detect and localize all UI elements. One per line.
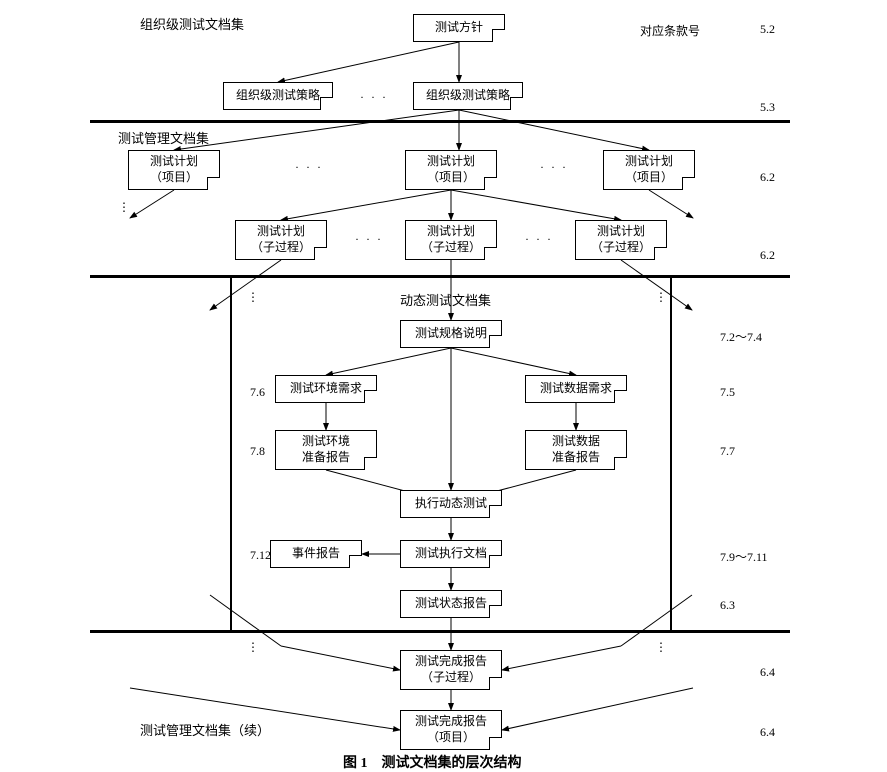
ellipsis-v-4: ⋮	[655, 640, 669, 655]
figure-caption: 图 1 测试文档集的层次结构	[343, 752, 522, 772]
fold-corner	[484, 247, 497, 260]
ellipsis-h-4: · · ·	[525, 232, 553, 247]
box-label-plan_sub_a: 测试计划 （子过程）	[251, 224, 311, 255]
clause-c78: 7.8	[250, 444, 265, 459]
clause-c72_74: 7.2～7.4	[720, 328, 762, 345]
clause-c76: 7.6	[250, 385, 265, 400]
box-spec: 测试规格说明	[400, 320, 502, 348]
box-label-data_req: 测试数据需求	[540, 381, 612, 397]
section-label-mgmt_cont: 测试管理文档集（续）	[140, 720, 270, 739]
fold-corner	[492, 29, 505, 42]
box-label-plan_sub_b: 测试计划 （子过程）	[421, 224, 481, 255]
box-plan_proj_a: 测试计划 （项目）	[128, 150, 220, 190]
fold-corner	[489, 335, 502, 348]
fold-corner	[614, 390, 627, 403]
clause-c62a: 6.2	[760, 170, 775, 185]
fold-corner	[349, 555, 362, 568]
box-plan_proj_c: 测试计划 （项目）	[603, 150, 695, 190]
box-complete_proj: 测试完成报告 （项目）	[400, 710, 502, 750]
fold-corner	[489, 737, 502, 750]
box-plan_proj_b: 测试计划 （项目）	[405, 150, 497, 190]
inner-rect-right	[670, 275, 672, 630]
clause-c77: 7.7	[720, 444, 735, 459]
fold-corner	[489, 555, 502, 568]
box-label-env_prep: 测试环境 准备报告	[302, 434, 350, 465]
section-label-dynamic: 动态测试文档集	[400, 290, 491, 309]
clause-c79_711: 7.9～7.11	[720, 548, 768, 565]
section-divider-2	[90, 630, 790, 633]
diagram-canvas: 测试方针组织级测试策略 组织级测试策略测试计划 （项目） 测试计划 （项目） 测试计划…	[0, 0, 887, 770]
clause-c64a: 6.4	[760, 665, 775, 680]
box-label-incident: 事件报告	[292, 546, 340, 562]
fold-corner	[614, 457, 627, 470]
section-divider-1	[90, 275, 790, 278]
ellipsis-h-1: · · ·	[295, 160, 323, 175]
clause-c62b: 6.2	[760, 248, 775, 263]
box-label-plan_proj_c: 测试计划 （项目）	[625, 154, 673, 185]
ellipsis-v-1: ⋮	[247, 290, 261, 305]
box-status: 测试状态报告	[400, 590, 502, 618]
fold-corner	[364, 390, 377, 403]
fold-corner	[320, 97, 333, 110]
fold-corner	[489, 677, 502, 690]
clause-c52: 5.2	[760, 22, 775, 37]
ellipsis-v-0: ⋮	[118, 200, 132, 215]
box-incident: 事件报告	[270, 540, 362, 568]
fold-corner	[510, 97, 523, 110]
fold-corner	[489, 605, 502, 618]
box-plan_sub_c: 测试计划 （子过程）	[575, 220, 667, 260]
box-env_req: 测试环境需求	[275, 375, 377, 403]
box-exec_dyn: 执行动态测试	[400, 490, 502, 518]
box-label-exec_dyn: 执行动态测试	[415, 496, 487, 512]
box-data_prep: 测试数据 准备报告	[525, 430, 627, 470]
fold-corner	[207, 177, 220, 190]
fold-corner	[314, 247, 327, 260]
ellipsis-h-0: · · ·	[360, 90, 388, 105]
fold-corner	[484, 177, 497, 190]
fold-corner	[682, 177, 695, 190]
fold-corner	[364, 457, 377, 470]
section-label-mgmt: 测试管理文档集	[118, 128, 209, 147]
box-label-data_prep: 测试数据 准备报告	[552, 434, 600, 465]
box-plan_sub_a: 测试计划 （子过程）	[235, 220, 327, 260]
clause-c53: 5.3	[760, 100, 775, 115]
box-label-spec: 测试规格说明	[415, 326, 487, 342]
ellipsis-h-2: · · ·	[540, 160, 568, 175]
section-divider-0	[90, 120, 790, 123]
box-label-status: 测试状态报告	[415, 596, 487, 612]
box-label-env_req: 测试环境需求	[290, 381, 362, 397]
box-label-policy: 测试方针	[435, 20, 483, 36]
box-org_strategy_b: 组织级测试策略	[413, 82, 523, 110]
box-complete_sub: 测试完成报告 （子过程）	[400, 650, 502, 690]
fold-corner	[654, 247, 667, 260]
inner-rect-left	[230, 275, 232, 630]
box-label-plan_proj_a: 测试计划 （项目）	[150, 154, 198, 185]
box-plan_sub_b: 测试计划 （子过程）	[405, 220, 497, 260]
box-org_strategy_a: 组织级测试策略	[223, 82, 333, 110]
fold-corner	[489, 505, 502, 518]
clause-c75: 7.5	[720, 385, 735, 400]
ellipsis-v-2: ⋮	[655, 290, 669, 305]
box-env_prep: 测试环境 准备报告	[275, 430, 377, 470]
box-policy: 测试方针	[413, 14, 505, 42]
box-data_req: 测试数据需求	[525, 375, 627, 403]
ellipsis-h-3: · · ·	[355, 232, 383, 247]
clause-c712: 7.12	[250, 548, 271, 563]
ellipsis-v-3: ⋮	[247, 640, 261, 655]
clause-c63: 6.3	[720, 598, 735, 613]
box-label-plan_proj_b: 测试计划 （项目）	[427, 154, 475, 185]
box-label-org_strategy_b: 组织级测试策略	[426, 88, 510, 104]
clause-header: 对应条款号	[640, 22, 700, 39]
box-exec_doc: 测试执行文档	[400, 540, 502, 568]
clause-c64b: 6.4	[760, 725, 775, 740]
box-label-complete_sub: 测试完成报告 （子过程）	[415, 654, 487, 685]
section-label-org: 组织级测试文档集	[140, 14, 244, 33]
box-label-org_strategy_a: 组织级测试策略	[236, 88, 320, 104]
box-label-exec_doc: 测试执行文档	[415, 546, 487, 562]
box-label-complete_proj: 测试完成报告 （项目）	[415, 714, 487, 745]
box-label-plan_sub_c: 测试计划 （子过程）	[591, 224, 651, 255]
